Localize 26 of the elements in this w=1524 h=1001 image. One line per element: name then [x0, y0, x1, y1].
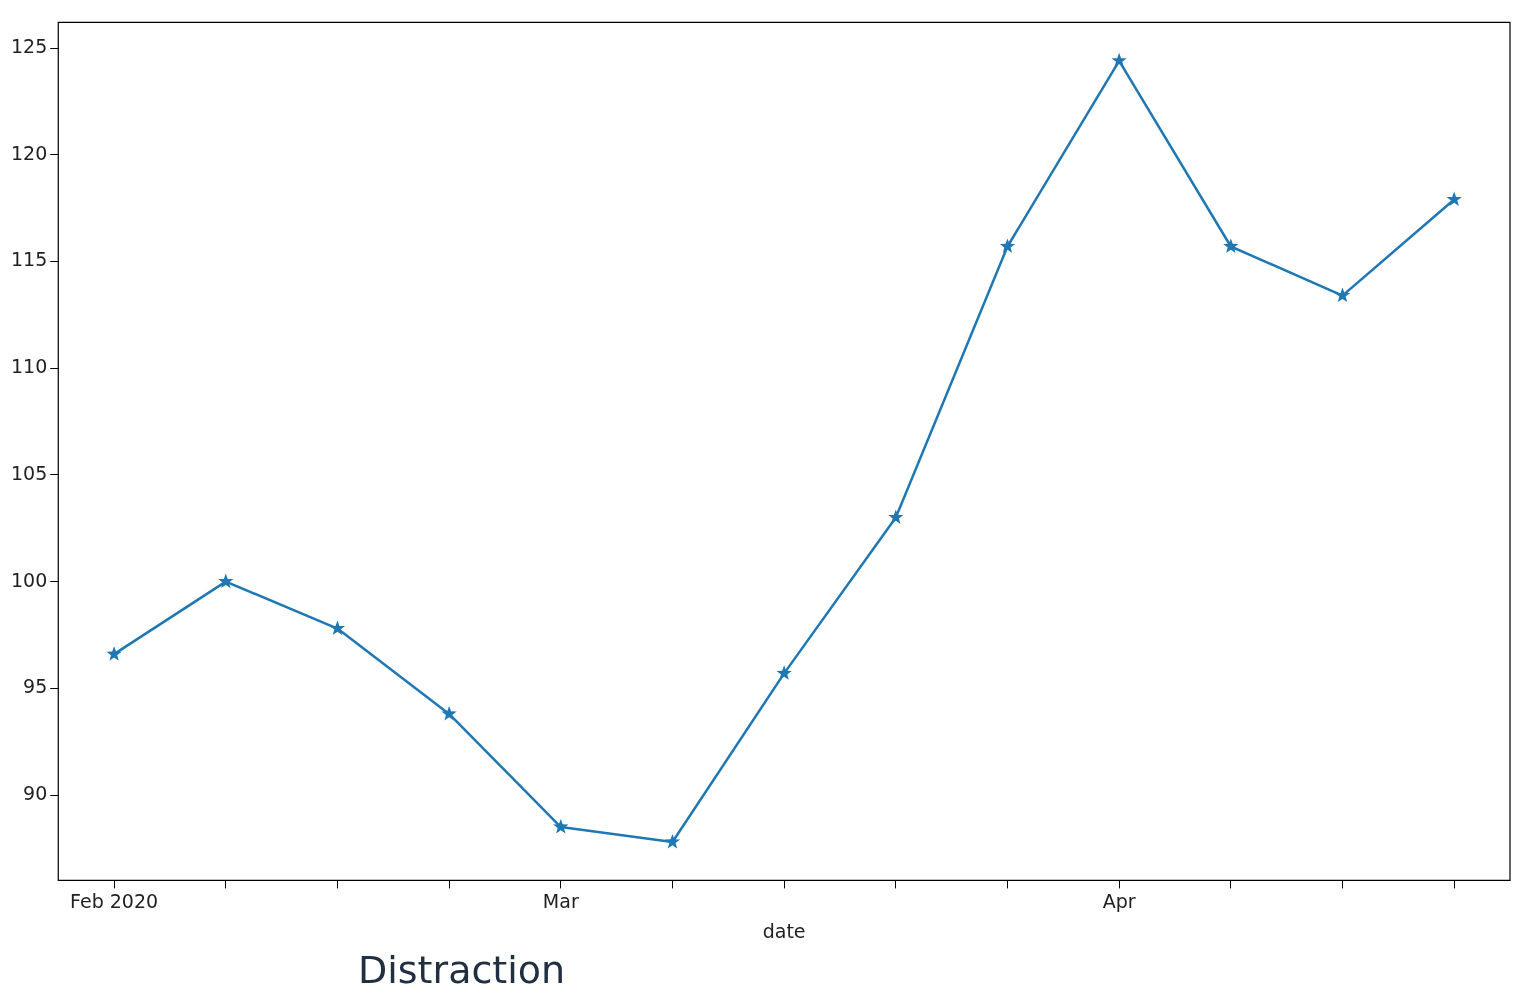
y-tick-label: 95: [23, 675, 48, 698]
point: [218, 573, 234, 589]
x-axis-title: date: [762, 919, 806, 942]
text: Distraction: [358, 948, 567, 992]
point: [664, 833, 681, 849]
y-tick-label: 100: [11, 568, 48, 591]
point: [999, 238, 1016, 253]
y-tick-label: 105: [11, 461, 48, 484]
point: [1334, 287, 1351, 303]
point: [1446, 191, 1462, 207]
point: [1111, 52, 1127, 68]
x-tick-label: Mar: [542, 889, 579, 912]
y-tick-label: 125: [11, 34, 48, 57]
y-tick-label: 115: [11, 248, 48, 271]
x-tick-label: Apr: [1102, 889, 1136, 912]
point: [329, 620, 346, 636]
x-tick-label: Feb 2020: [70, 889, 159, 912]
point: [776, 665, 792, 680]
point: [553, 819, 569, 834]
y-tick-label: 90: [23, 781, 48, 804]
point: [1223, 238, 1239, 253]
y-tick-label: 120: [11, 141, 48, 164]
point: [441, 705, 457, 721]
point: [106, 646, 122, 661]
point: [888, 509, 904, 525]
y-tick-label: 110: [11, 355, 48, 378]
